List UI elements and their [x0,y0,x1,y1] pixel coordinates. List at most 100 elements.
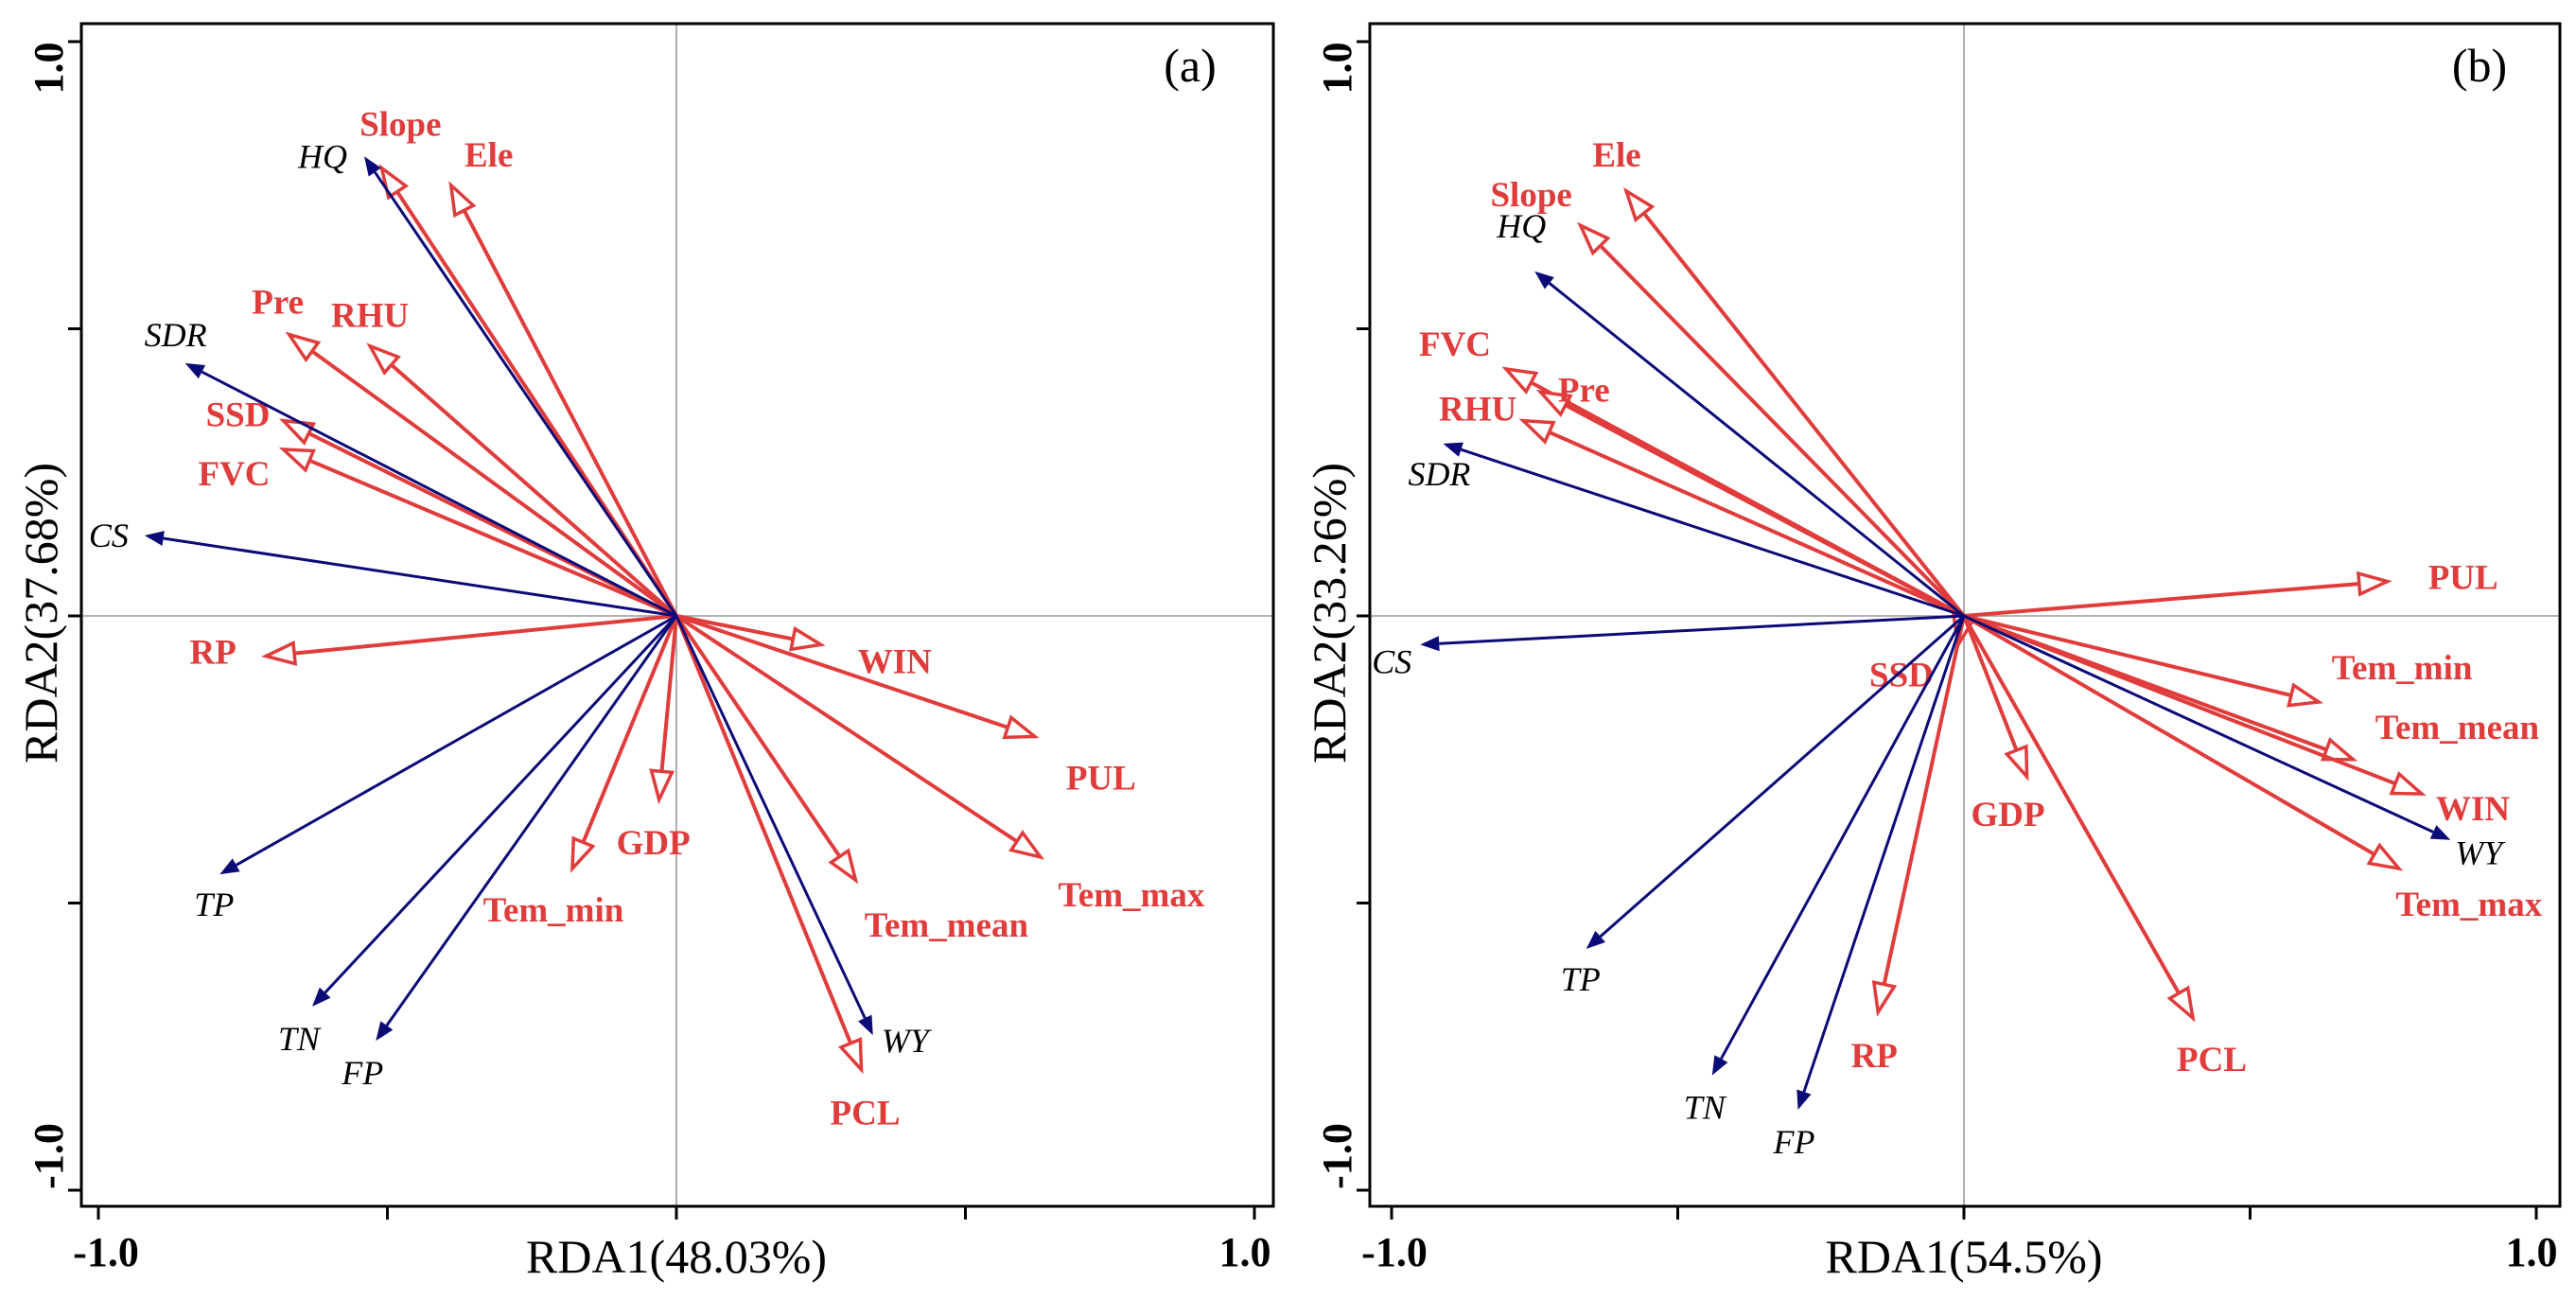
vector-label-cs: CS [1372,642,1411,680]
vector-line-tn [324,614,678,994]
x-tick-label-min: -1.0 [1361,1229,1428,1275]
vector-line-wy [675,615,867,1019]
vector-label-wy: WY [2455,834,2506,872]
vector-line-fvc [282,448,677,618]
vector-win: WIN [675,614,932,681]
arrowhead-fp [1796,1089,1812,1111]
vector-pul: PUL [675,614,1136,798]
vector-line-tem-max [675,614,1043,859]
arrowhead-win [2389,771,2427,797]
vector-label-tem-mean: Tem_mean [2375,709,2540,747]
vector-label-win: WIN [858,642,932,681]
vector-label-ele: Ele [1592,136,1640,175]
arrowhead-fvc [1501,366,1539,395]
vector-line-pul [1963,579,2388,618]
vector-line-hq [374,171,678,617]
vector-tem-max: Tem_max [1962,614,2543,924]
vector-hq: HQ [1496,207,1965,618]
vector-line-win [1963,614,2423,797]
vector-label-gdp: GDP [1971,796,2044,834]
vector-cs: CS [1372,614,1965,680]
vector-tem-mean: Tem_mean [675,614,1029,945]
vector-label-tem-mean: Tem_mean [865,906,1029,945]
vector-label-rhu: RHU [331,297,409,336]
y-tick-label-max: 1.0 [1314,43,1360,95]
y-axis-label: RDA2(33.26%) [1303,463,1356,764]
vector-fvc: FVC [198,447,677,618]
vector-label-pul: PUL [2428,559,2498,598]
vector-label-tp: TP [194,886,234,923]
vector-slope: Slope [1490,176,1966,618]
vector-fp: FP [341,615,678,1092]
arrowhead-pul [1002,714,1040,740]
y-tick-label-max: 1.0 [26,43,72,95]
vector-pre: Pre [252,284,678,618]
arrowhead-tp [1586,930,1605,950]
vector-hq: HQ [297,137,678,617]
arrowhead-pre [285,331,322,363]
vector-line-rp [265,614,677,658]
vector-label-pul: PUL [1066,759,1136,798]
vector-tp: TP [194,614,677,923]
vector-line-sdr [1460,448,1965,618]
arrowhead-ele [1622,186,1656,223]
arrowhead-tem-max [2366,842,2404,871]
arrowhead-tem-min [2287,682,2324,708]
arrowhead-slope [1577,221,1611,256]
arrowhead-rp [261,640,298,666]
vector-line-pcl [1962,615,2195,1019]
y-axis-label: RDA2(37.68%) [14,463,67,764]
arrowhead-win [788,625,826,652]
x-axis-label: RDA1(54.5%) [1825,1230,2102,1283]
arrowhead-cs [144,531,165,546]
panel-b: RDA1(54.5%) RDA2(33.26%) (b) -1.0 1.0 1.… [1303,22,2562,1283]
vector-line-tp [235,614,677,867]
arrowhead-slope [378,164,410,201]
vector-label-fvc: FVC [1419,325,1491,364]
vector-line-pul [675,614,1036,739]
vector-line-tn [1720,615,1966,1060]
vector-rhu: RHU [331,297,678,618]
vector-label-pre: Pre [1558,371,1610,410]
arrowhead-tem-max [1008,830,1045,860]
vector-line-rp [1876,615,1966,1013]
arrowhead-wy [2429,825,2451,840]
x-tick-label-min: -1.0 [73,1229,139,1275]
arrowhead-pre [1535,389,1573,418]
vector-line-gdp [657,615,678,800]
arrowhead-gdp [2004,744,2029,781]
y-tick-label-min: -1.0 [26,1123,72,1189]
vector-label-tem-min: Tem_min [483,891,624,930]
vector-line-fp [385,615,678,1027]
vector-line-pcl [675,615,864,1071]
vector-pul: PUL [1963,559,2498,618]
vector-line-sdr [201,370,677,618]
vector-line-tem-min [570,615,678,869]
vector-line-pre [1539,390,1965,618]
vector-rp: RP [1851,615,1966,1076]
vector-pre: Pre [1535,371,1965,618]
y-tick-label-min: -1.0 [1314,1123,1360,1189]
vector-line-rhu [1522,418,1965,618]
vector-label-tn: TN [1684,1089,1727,1127]
vector-label-win: WIN [2436,790,2510,829]
vector-fp: FP [1773,615,1966,1161]
arrowhead-pul [2356,571,2392,597]
vector-line-ele [448,184,678,617]
vector-tn: TN [1684,615,1966,1127]
vector-line-fp [1802,615,1966,1093]
arrowhead-rp [1871,979,1898,1017]
vector-label-hq: HQ [1496,207,1546,245]
vector-label-rp: RP [190,633,237,672]
arrowhead-gdp [649,768,675,805]
arrowhead-ele [448,181,477,219]
arrowhead-ssd [278,418,316,446]
vector-ele: Ele [448,136,678,617]
vector-rp: RP [190,614,677,672]
vector-pcl: PCL [1962,615,2247,1080]
vector-label-slope: Slope [1490,176,1571,215]
vector-wy: WY [675,615,933,1060]
vector-label-tem-min: Tem_min [2332,649,2473,688]
vector-line-tp [1599,614,1965,938]
